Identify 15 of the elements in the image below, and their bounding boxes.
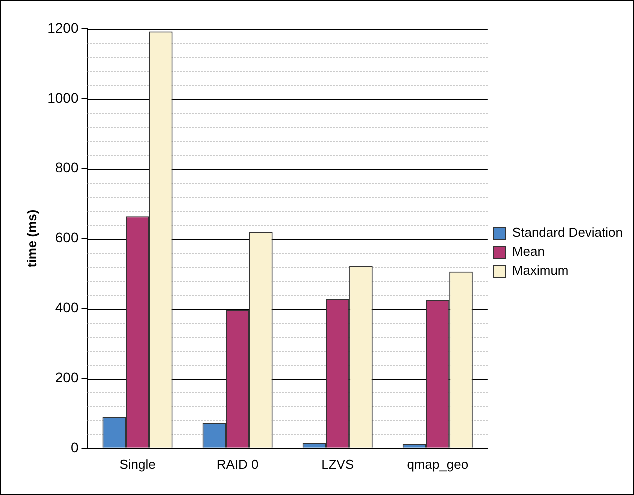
y-tick-label: 0 [70, 439, 79, 456]
x-tick-label: qmap_geo [407, 456, 469, 472]
x-tick-label: Single [120, 456, 156, 472]
y-tick-label: 1000 [48, 90, 79, 106]
y-tick-label: 400 [55, 299, 79, 316]
y-tick-label: 600 [55, 230, 79, 246]
x-tick-label: LZVS [322, 456, 354, 472]
y-axis-title: time (ms) [24, 210, 40, 268]
y-tick-label: 1200 [48, 20, 79, 36]
legend-label: Mean [512, 244, 545, 260]
y-tick-label: 200 [55, 369, 79, 386]
x-tick-label: RAID 0 [216, 456, 259, 472]
legend-label: Maximum [512, 263, 569, 278]
y-tick-label: 800 [55, 160, 79, 176]
legend-label: Standard Deviation [512, 225, 624, 240]
